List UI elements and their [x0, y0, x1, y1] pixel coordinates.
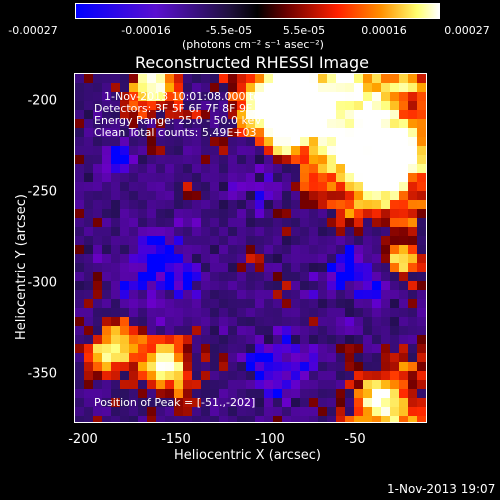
x-tick: -50	[344, 432, 366, 447]
rhessi-map	[75, 74, 426, 422]
colorbar-tick: 0.00016	[361, 24, 407, 37]
clean-counts-text: Clean Total counts: 5.49E+03	[94, 126, 257, 139]
x-tick: -150	[161, 432, 191, 447]
y-axis-label: Heliocentric Y (arcsec)	[14, 194, 29, 340]
x-axis-label: Heliocentric X (arcsec)	[174, 448, 321, 463]
colorbar-tick: -0.00027	[8, 24, 58, 37]
colorbar-tick: 0.00027	[444, 24, 490, 37]
y-tick: -300	[27, 275, 57, 291]
peak-position-text: Position of Peak = [-51.,-202]	[94, 396, 256, 409]
colorbar	[75, 3, 440, 19]
colorbar-tick: -5.5e-05	[205, 24, 253, 37]
colorbar-units: (photons cm⁻² s⁻¹ asec⁻²)	[182, 38, 324, 51]
x-tick: -200	[68, 432, 98, 447]
x-tick: -100	[255, 432, 285, 447]
solar-image	[74, 73, 427, 423]
y-tick: -350	[27, 366, 57, 382]
colorbar-tick: 5.5e-05	[282, 24, 326, 37]
footer-timestamp: 1-Nov-2013 19:07	[387, 482, 496, 496]
colorbar-tick: -0.00016	[121, 24, 171, 37]
image-title: Reconstructed RHESSI Image	[135, 53, 369, 72]
y-tick: -200	[27, 93, 57, 109]
y-tick: -250	[27, 184, 57, 200]
time-range: 1-Nov-2013 10:01:08.000 to 10:03:48.000	[104, 90, 338, 103]
energy-range-text: Energy Range: 25.0 - 50.0 keV	[94, 114, 262, 127]
detectors-text: Detectors: 3F 5F 6F 7F 8F 9F, Att 0	[94, 102, 286, 115]
